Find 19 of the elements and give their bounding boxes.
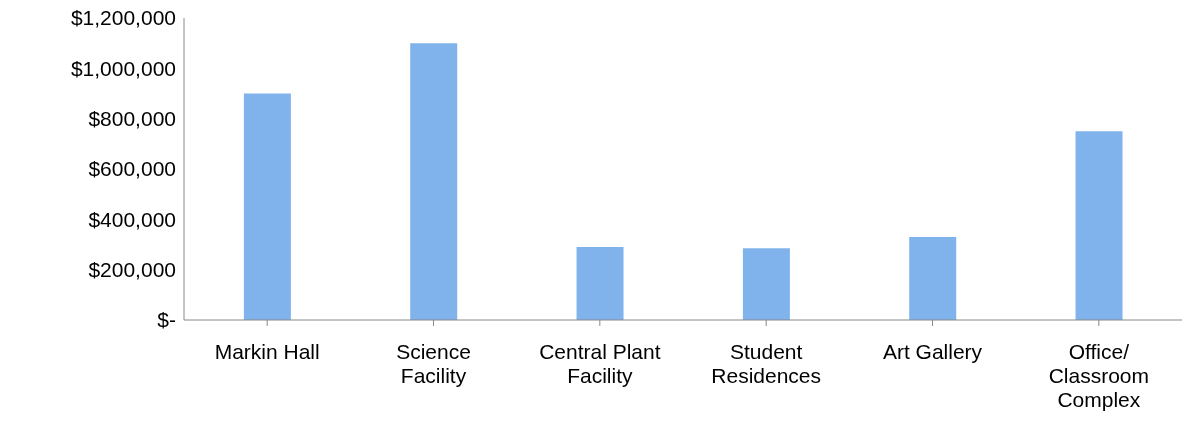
x-tick-label: Student Residences: [711, 339, 822, 388]
y-tick-label: $1,000,000: [70, 56, 176, 80]
y-tick-label: $200,000: [88, 258, 176, 282]
bar: [1075, 131, 1123, 320]
x-tick-label: Markin Hall: [214, 339, 320, 363]
x-tick-label: Central Plant Facility: [539, 339, 661, 388]
x-tick-label: Office/Classroom Complex: [1048, 339, 1150, 412]
y-tick-label: $400,000: [88, 207, 176, 231]
bar: [576, 247, 624, 320]
bar: [742, 248, 790, 320]
x-tick-label: Science Facility: [396, 339, 471, 388]
y-tick-label: $-: [157, 308, 176, 332]
y-tick-label: $1,200,000: [70, 6, 176, 30]
bar: [243, 93, 291, 320]
y-tick-label: $800,000: [88, 107, 176, 131]
y-tick-label: $600,000: [88, 157, 176, 181]
bar: [909, 236, 957, 320]
bar: [410, 43, 458, 320]
x-tick-label: Art Gallery: [882, 339, 983, 363]
